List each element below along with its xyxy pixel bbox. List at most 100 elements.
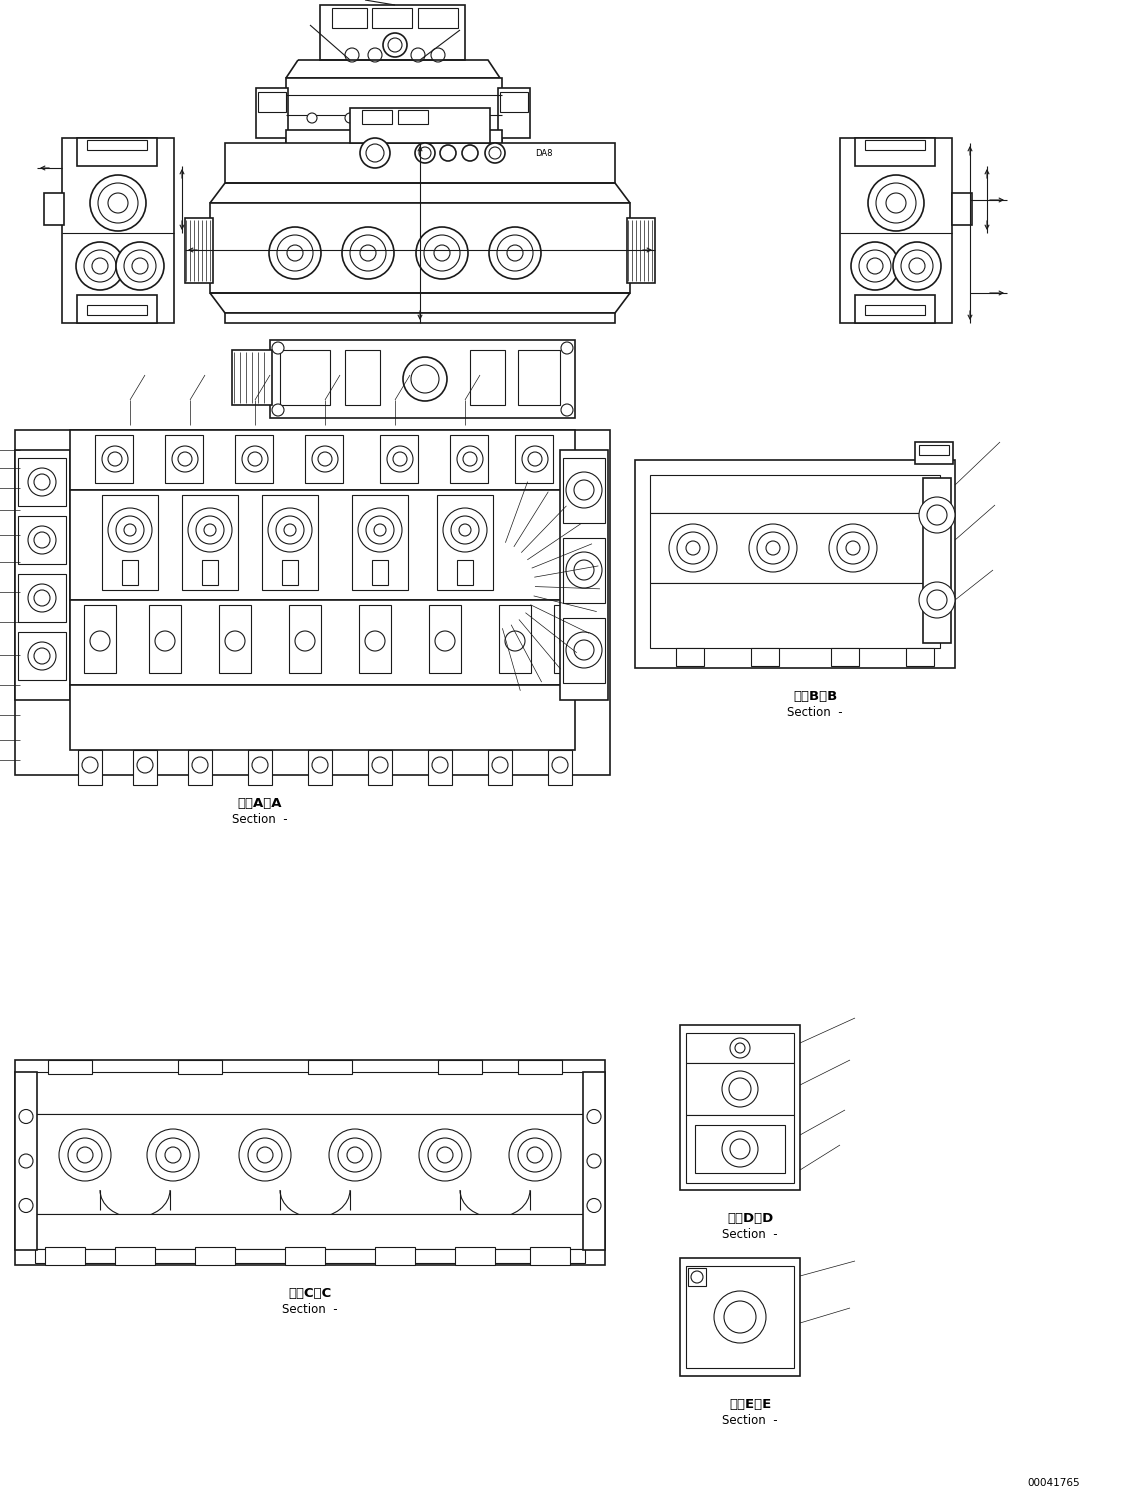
Text: 断面C－C: 断面C－C bbox=[289, 1288, 332, 1300]
Circle shape bbox=[522, 446, 548, 471]
Bar bbox=[686, 1032, 794, 1062]
Circle shape bbox=[420, 148, 431, 160]
Circle shape bbox=[108, 192, 128, 213]
Circle shape bbox=[366, 145, 384, 163]
Circle shape bbox=[116, 516, 144, 545]
Circle shape bbox=[365, 631, 385, 651]
Circle shape bbox=[342, 227, 395, 279]
Bar bbox=[44, 192, 64, 225]
Bar bbox=[96, 436, 133, 483]
Circle shape bbox=[489, 227, 541, 279]
Bar bbox=[380, 436, 418, 483]
Bar bbox=[122, 560, 138, 585]
Circle shape bbox=[172, 446, 198, 471]
Circle shape bbox=[574, 480, 594, 500]
Circle shape bbox=[269, 227, 321, 279]
Circle shape bbox=[179, 452, 192, 466]
Bar bbox=[650, 513, 940, 583]
Bar bbox=[287, 130, 503, 155]
Bar bbox=[686, 1115, 794, 1183]
Text: DA8: DA8 bbox=[536, 149, 553, 158]
Circle shape bbox=[437, 1147, 453, 1162]
Bar bbox=[650, 474, 940, 513]
Bar bbox=[375, 1247, 415, 1265]
Circle shape bbox=[497, 236, 533, 272]
Circle shape bbox=[156, 1138, 190, 1173]
Bar bbox=[855, 295, 935, 322]
Circle shape bbox=[383, 33, 407, 57]
Circle shape bbox=[465, 113, 475, 122]
Bar bbox=[865, 140, 926, 151]
Circle shape bbox=[428, 1138, 462, 1173]
Bar bbox=[88, 140, 147, 151]
Bar bbox=[285, 1247, 325, 1265]
Circle shape bbox=[90, 631, 110, 651]
Circle shape bbox=[136, 756, 153, 773]
Circle shape bbox=[722, 1131, 758, 1167]
Text: Section  -: Section - bbox=[722, 1414, 778, 1426]
Bar bbox=[695, 1125, 785, 1173]
Polygon shape bbox=[287, 60, 500, 78]
Bar bbox=[554, 604, 586, 673]
Circle shape bbox=[34, 474, 50, 489]
Circle shape bbox=[90, 175, 146, 231]
Bar bbox=[359, 604, 391, 673]
Circle shape bbox=[858, 251, 891, 282]
Bar bbox=[287, 78, 503, 148]
Bar bbox=[185, 218, 213, 283]
Circle shape bbox=[272, 404, 284, 416]
Text: Section  -: Section - bbox=[232, 813, 288, 827]
Circle shape bbox=[505, 631, 525, 651]
Bar bbox=[35, 1071, 586, 1115]
Bar bbox=[437, 495, 493, 589]
Circle shape bbox=[192, 756, 208, 773]
Bar bbox=[455, 1247, 495, 1265]
Circle shape bbox=[92, 258, 108, 275]
Bar bbox=[18, 516, 66, 564]
Bar bbox=[518, 351, 561, 404]
Circle shape bbox=[722, 1071, 758, 1107]
Circle shape bbox=[28, 527, 56, 554]
Bar bbox=[319, 4, 465, 60]
Circle shape bbox=[387, 446, 413, 471]
Circle shape bbox=[507, 245, 523, 261]
Bar bbox=[258, 93, 287, 112]
Text: 断面D－D: 断面D－D bbox=[727, 1212, 773, 1225]
Circle shape bbox=[360, 137, 390, 169]
Circle shape bbox=[34, 648, 50, 664]
Circle shape bbox=[846, 542, 860, 555]
Circle shape bbox=[528, 1147, 543, 1162]
Circle shape bbox=[528, 452, 542, 466]
Text: 断面E－E: 断面E－E bbox=[729, 1398, 771, 1411]
Circle shape bbox=[252, 756, 268, 773]
Circle shape bbox=[28, 468, 56, 495]
Bar bbox=[269, 340, 575, 418]
Circle shape bbox=[68, 1138, 102, 1173]
Bar bbox=[530, 1247, 570, 1265]
Circle shape bbox=[276, 516, 304, 545]
Circle shape bbox=[108, 452, 122, 466]
Circle shape bbox=[509, 1129, 561, 1182]
Circle shape bbox=[420, 1129, 471, 1182]
Bar bbox=[372, 7, 412, 28]
Circle shape bbox=[28, 642, 56, 670]
Bar bbox=[15, 1071, 38, 1250]
Bar bbox=[210, 203, 630, 292]
Bar bbox=[831, 648, 858, 665]
Circle shape bbox=[440, 145, 456, 161]
Circle shape bbox=[204, 524, 216, 536]
Bar bbox=[398, 110, 428, 124]
Bar bbox=[77, 137, 157, 166]
Bar bbox=[15, 451, 70, 700]
Bar bbox=[70, 430, 575, 489]
Circle shape bbox=[730, 1038, 750, 1058]
Circle shape bbox=[424, 236, 460, 272]
Circle shape bbox=[242, 446, 268, 471]
Bar bbox=[915, 442, 953, 464]
Circle shape bbox=[837, 533, 869, 564]
Circle shape bbox=[901, 251, 933, 282]
Bar bbox=[196, 1247, 235, 1265]
Circle shape bbox=[372, 756, 388, 773]
Circle shape bbox=[729, 1079, 752, 1100]
Bar bbox=[865, 304, 926, 315]
